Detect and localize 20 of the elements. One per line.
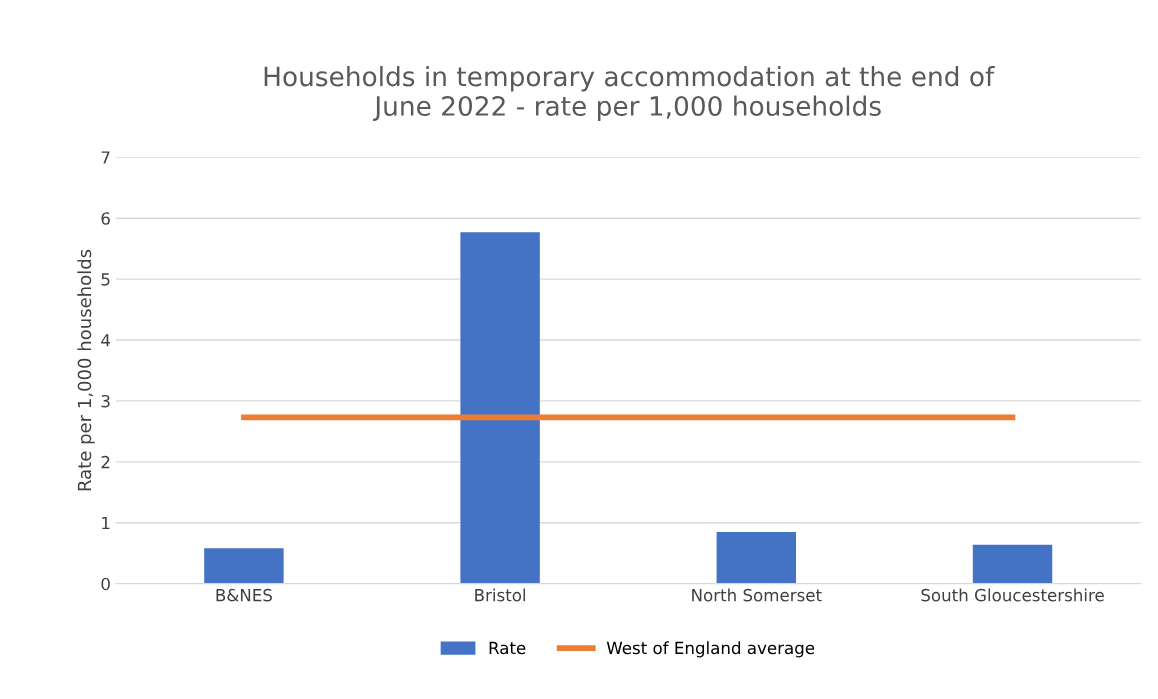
y-axis-title: Rate per 1,000 households <box>77 249 95 491</box>
y-tick-label: 6 <box>101 212 110 225</box>
y-tick-label: 1 <box>102 516 110 530</box>
x-tick-label: B&NES <box>216 588 272 602</box>
legend-label: West of England average <box>606 641 815 658</box>
x-tick-label: North Somerset <box>692 588 822 602</box>
y-tick-label: 2 <box>101 455 110 469</box>
x-tick-label: South Gloucestershire <box>921 588 1104 602</box>
x-tick-label: Bristol <box>475 588 526 602</box>
legend-label: Rate <box>489 641 526 655</box>
bar <box>716 531 797 584</box>
bar <box>460 232 540 584</box>
y-tick-label: 5 <box>101 273 110 286</box>
y-tick-label: 4 <box>101 334 110 347</box>
y-tick-label: 0 <box>101 577 110 591</box>
chart-title: Households in temporary accommodation at the end of June 2022 - rate per 1,000 households <box>264 66 995 122</box>
bar <box>204 548 284 584</box>
y-tick-label: 7 <box>101 151 110 164</box>
y-tick-label: 3 <box>101 394 110 408</box>
bar <box>972 544 1053 584</box>
